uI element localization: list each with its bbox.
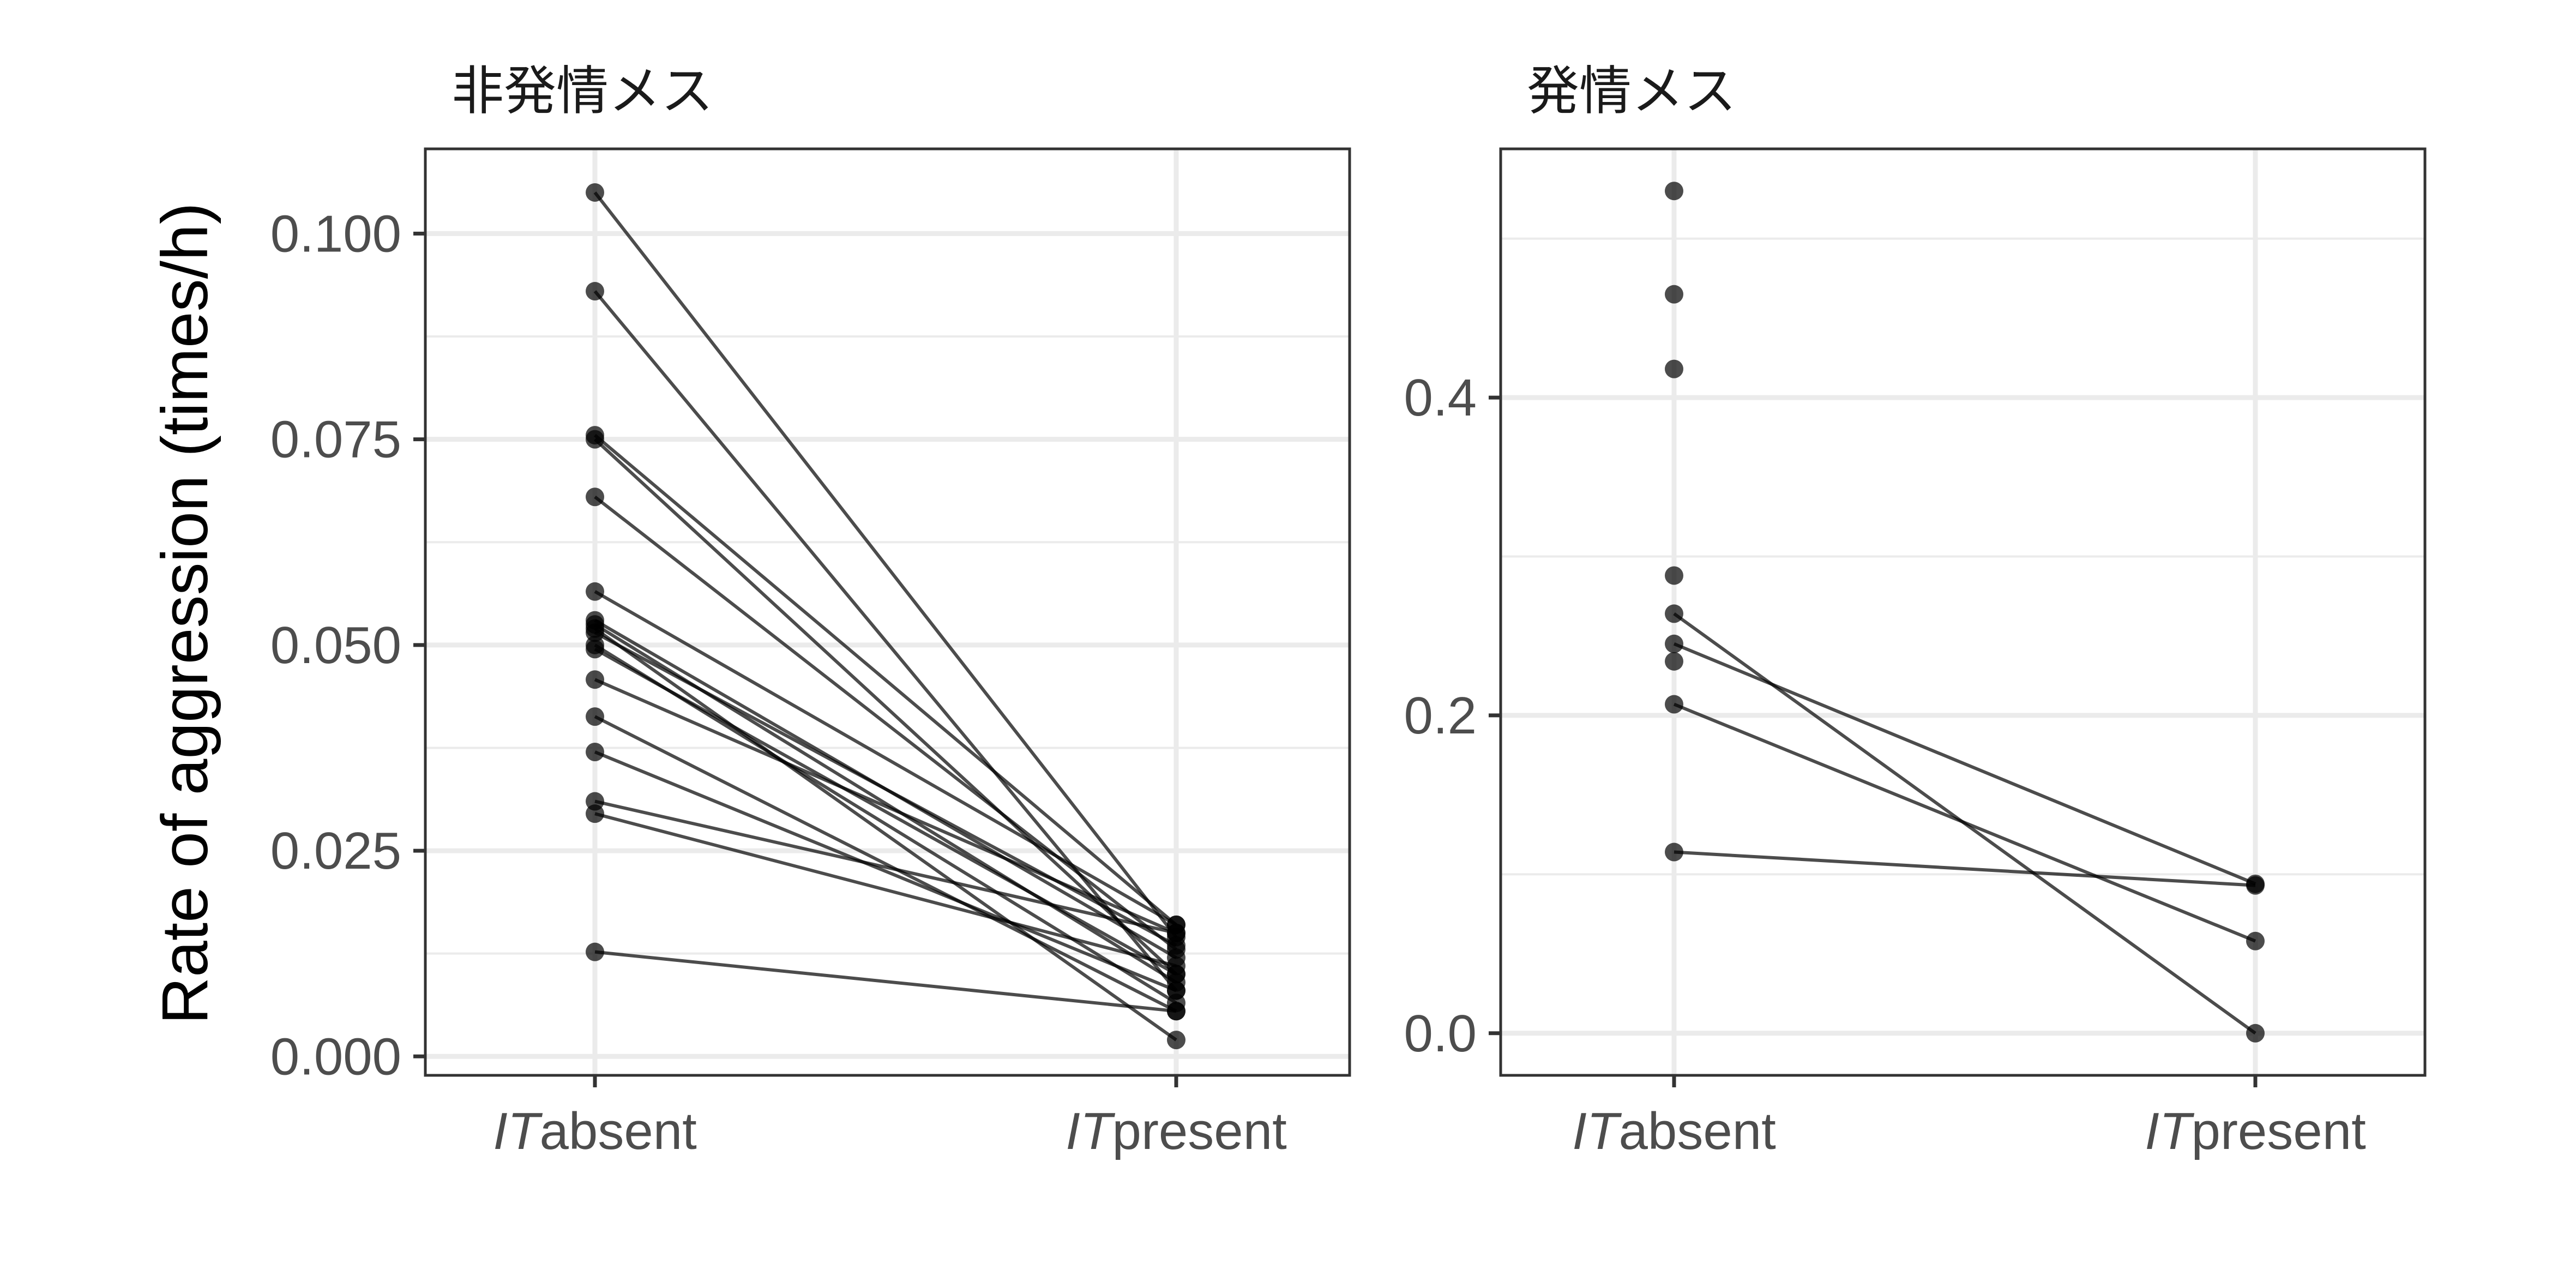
data-point-it-absent (586, 619, 604, 638)
pair-line (1674, 850, 2256, 887)
data-point-it-absent (1665, 604, 1683, 623)
x-tick-label: ITabsent (493, 1102, 697, 1160)
data-point-it-present (1167, 981, 1185, 1000)
pair-line (594, 434, 1177, 926)
data-point-it-absent (586, 743, 604, 762)
pair-line (594, 590, 1177, 926)
y-tick-label: 0.000 (270, 1027, 401, 1086)
data-point-it-absent (1665, 842, 1683, 862)
data-point-it-absent (1665, 359, 1683, 378)
data-point-it-absent (1665, 182, 1683, 201)
pair-line (1673, 702, 2256, 943)
data-point-it-absent (1665, 566, 1683, 585)
data-point-it-absent (1665, 652, 1683, 671)
data-point-it-absent (586, 707, 604, 726)
y-tick-label: 0.075 (270, 411, 401, 469)
y-tick-label: 0.025 (270, 822, 401, 880)
pair-line (594, 631, 1177, 947)
data-point-it-absent (586, 430, 604, 449)
panel-title: 発情メス (1527, 62, 1736, 121)
data-point-it-absent (1665, 695, 1683, 714)
data-point-it-absent (586, 804, 604, 823)
data-point-it-absent (586, 282, 604, 301)
pair-line (594, 678, 1177, 935)
data-point-it-absent (586, 183, 604, 202)
panel-border (424, 147, 1351, 1077)
y-tick-label: 0.0 (1404, 1004, 1477, 1063)
data-point-it-present (2246, 876, 2265, 895)
y-tick-label: 0.2 (1404, 687, 1477, 745)
panel-estrous-female: 0.0 0.2 0.4 ITabsent ITpresent 発情メス (1404, 62, 2427, 1160)
y-tick-label: 0.4 (1404, 369, 1477, 427)
data-point-it-absent (586, 942, 604, 961)
pair-line (593, 438, 1178, 976)
y-tick-label: 0.050 (270, 616, 401, 675)
pair-line (594, 812, 1177, 968)
plot-background (1501, 149, 2425, 1075)
pair-line (594, 950, 1177, 1013)
x-tick-label: ITpresent (2145, 1102, 2366, 1160)
pair-line (594, 495, 1177, 951)
panel-border (1499, 147, 2427, 1077)
data-point-it-absent (586, 582, 604, 601)
data-point-it-absent (586, 670, 604, 689)
plot-background (425, 149, 1350, 1075)
data-point-it-present (2246, 931, 2265, 950)
pair-line (1673, 642, 2256, 886)
pair-line (594, 647, 1177, 976)
x-tick-label: ITpresent (1066, 1102, 1287, 1160)
data-point-it-present (2246, 1024, 2265, 1043)
data-point-it-present (1167, 923, 1185, 942)
panel-title: 非発情メス (452, 62, 713, 121)
data-point-it-absent (586, 640, 604, 659)
data-point-it-present (1167, 956, 1185, 976)
pair-line (593, 191, 1178, 938)
x-tick-label: ITabsent (1572, 1102, 1776, 1160)
y-tick-label: 0.100 (270, 204, 401, 263)
data-point-it-absent (1665, 634, 1683, 653)
data-point-it-absent (586, 487, 604, 507)
pair-line (594, 799, 1177, 935)
panel-non-estrous-female: 0.000 0.025 0.050 0.075 0.100 ITabsent ITprese… (270, 62, 1351, 1160)
data-point-it-present (1167, 1002, 1185, 1021)
pair-line (594, 627, 1177, 1042)
y-axis-title: Rate of aggression (times/h) (148, 202, 221, 1024)
data-point-it-present (1167, 1031, 1185, 1050)
data-point-it-absent (1665, 285, 1683, 304)
pair-line (594, 715, 1177, 1013)
pair-line (594, 750, 1177, 992)
